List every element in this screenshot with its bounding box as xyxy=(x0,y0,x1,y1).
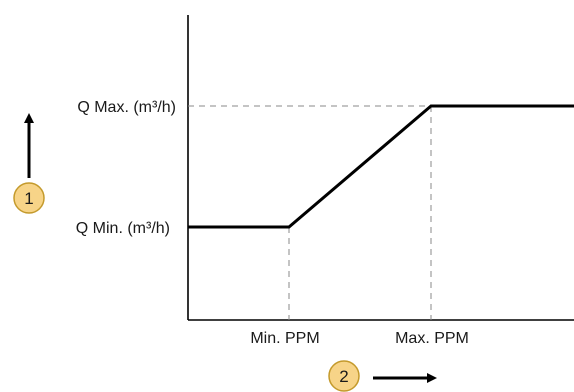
badge-1-number: 1 xyxy=(24,189,33,208)
vertical-axis-marker: 1 xyxy=(13,113,45,214)
horizontal-axis-marker: 2 xyxy=(328,360,437,392)
y-tick-label-q-min: Q Min. (m³/h) xyxy=(76,220,170,237)
badge-2-circle xyxy=(328,360,360,392)
badge-1-circle xyxy=(13,182,45,214)
flow-series-line xyxy=(188,104,574,229)
x-tick-label-min-ppm: Min. PPM xyxy=(250,330,319,347)
badge-2-number: 2 xyxy=(339,367,348,386)
y-tick-label-q-max: Q Max. (m³/h) xyxy=(77,99,176,116)
x-tick-label-max-ppm: Max. PPM xyxy=(395,330,469,347)
